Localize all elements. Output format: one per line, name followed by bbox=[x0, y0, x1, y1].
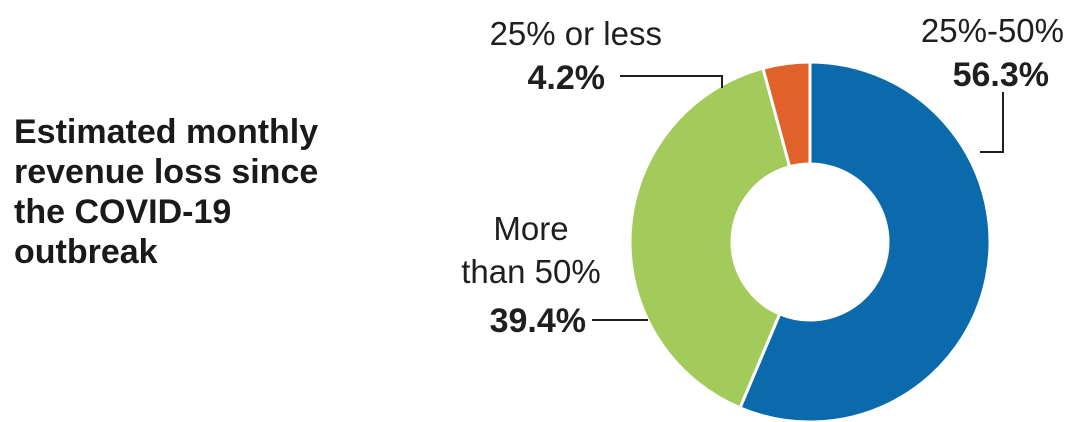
label-category-25-or-less: 25% or less bbox=[490, 15, 662, 52]
label-value-more-than-50: 39.4% bbox=[490, 302, 586, 340]
chart-title-line-1: Estimated monthly bbox=[14, 113, 319, 151]
label-category-more-than-50-line-1: More bbox=[493, 210, 568, 247]
label-category-25-50: 25%-50% bbox=[921, 12, 1064, 49]
leader-line-25-50 bbox=[980, 92, 1004, 153]
chart-title: Estimated monthly revenue loss since the… bbox=[14, 112, 394, 272]
chart-title-line-3: the COVID-19 bbox=[14, 193, 232, 231]
chart-title-line-4: outbreak bbox=[14, 233, 158, 271]
slice-more-than-50 bbox=[628, 66, 792, 410]
chart-title-line-2: revenue loss since bbox=[14, 153, 319, 191]
leader-line-25-or-less bbox=[620, 75, 723, 88]
donut-slices bbox=[628, 60, 992, 422]
label-category-more-than-50-line-2: than 50% bbox=[461, 253, 600, 290]
label-value-25-or-less: 4.2% bbox=[528, 59, 606, 97]
slice-25-or-less bbox=[761, 60, 812, 169]
slice-25-50 bbox=[738, 60, 992, 422]
label-value-25-50: 56.3% bbox=[953, 56, 1049, 94]
